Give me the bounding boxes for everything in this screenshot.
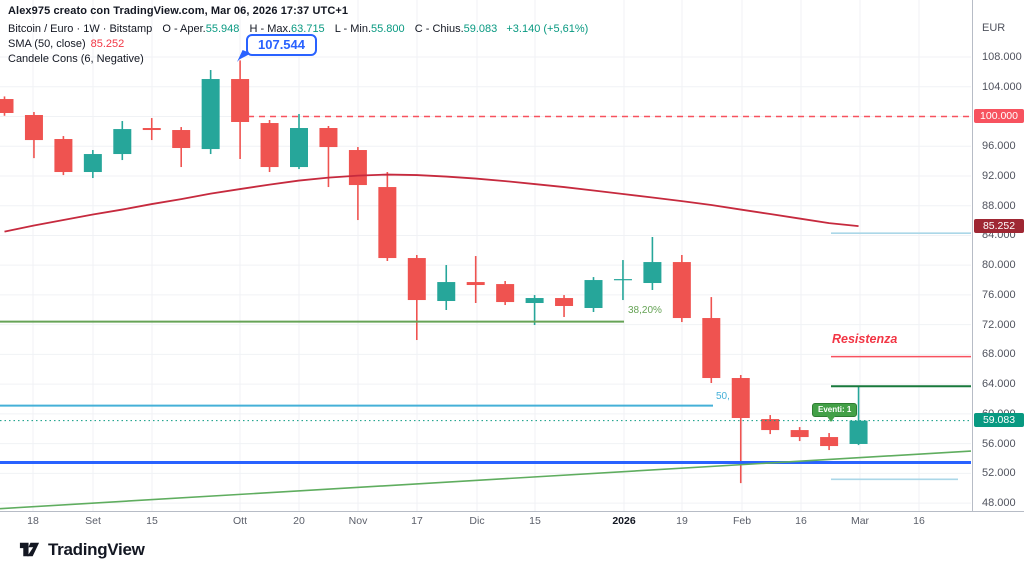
events-badge-pointer xyxy=(826,415,836,422)
candle-down xyxy=(702,318,721,379)
candle-down xyxy=(672,262,691,319)
time-label: Ott xyxy=(232,515,247,527)
candle-up xyxy=(290,128,308,168)
currency-label: EUR xyxy=(982,22,1006,34)
time-label: 17 xyxy=(411,515,423,527)
time-axis[interactable]: 18 Set 15 Ott 20 Nov 17 Dic 15 2026 19 Feb 16 Mar 16 xyxy=(0,511,1024,531)
low-value: 55.800 xyxy=(371,23,405,35)
trendline-green xyxy=(0,450,972,510)
price-tick: 88.000 xyxy=(982,199,1016,212)
price-tick: 108.000 xyxy=(982,51,1022,64)
price-tick: 72.000 xyxy=(982,318,1016,331)
time-label: Feb xyxy=(732,515,752,527)
price-tick: 48.000 xyxy=(982,497,1016,510)
candle-down xyxy=(731,378,750,419)
change-value: +3.140 (+5,61%) xyxy=(506,23,589,35)
candle-down xyxy=(761,419,780,431)
candle-up xyxy=(113,129,132,155)
price-label: 59.083 xyxy=(974,413,1024,428)
price-tick: 96.000 xyxy=(982,140,1016,153)
resistenza-label[interactable]: Resistenza xyxy=(832,332,898,346)
price-tick: 64.000 xyxy=(982,378,1016,391)
low-label: L - Min. xyxy=(334,23,372,35)
candle-down xyxy=(0,99,14,113)
fib-382-label[interactable]: 38,20% xyxy=(628,305,662,316)
open-label: O - Aper. xyxy=(162,23,206,35)
candle-down xyxy=(820,437,839,447)
time-label: 16 xyxy=(795,515,807,527)
time-label: Mar xyxy=(850,515,870,527)
close-label: C - Chius. xyxy=(414,23,464,35)
sma-indicator-row[interactable]: SMA (50, close) 85.252 xyxy=(8,38,588,51)
price-tick: 68.000 xyxy=(982,348,1016,361)
time-label: Dic xyxy=(469,515,485,527)
time-label: 20 xyxy=(293,515,305,527)
candle-up xyxy=(613,279,632,281)
symbol-title: Bitcoin / Euro · 1W · Bitstamp xyxy=(8,23,153,35)
fib-50-label[interactable]: 50, xyxy=(716,391,730,402)
high-label: H - Max. xyxy=(249,23,292,35)
events-badge[interactable]: Eventi: 1 xyxy=(812,403,858,417)
candle-up xyxy=(525,298,544,304)
candle-down xyxy=(319,128,338,148)
sma-label: SMA (50, close) xyxy=(8,38,86,50)
time-label: 18 xyxy=(27,515,39,527)
candle-down xyxy=(466,282,485,286)
time-label: Set xyxy=(85,515,101,527)
close-value: 59.083 xyxy=(463,23,498,35)
open-value: 55.948 xyxy=(205,23,240,35)
time-label: Nov xyxy=(348,515,368,527)
candle-up xyxy=(584,280,603,308)
candle-up xyxy=(201,79,220,150)
candle-down xyxy=(142,128,161,131)
price-tick: 80.000 xyxy=(982,259,1016,272)
time-label: 15 xyxy=(529,515,541,527)
time-label: 16 xyxy=(913,515,925,527)
price-tick: 104.000 xyxy=(982,80,1022,93)
candle-down xyxy=(378,187,397,259)
candle-down xyxy=(24,115,43,141)
high-price-callout[interactable]: 107.544 xyxy=(246,34,317,56)
candle-down xyxy=(231,79,250,122)
price-label: 100.000 xyxy=(974,108,1024,123)
sma-50-line xyxy=(4,173,859,233)
candle-up xyxy=(849,420,868,444)
candle-down xyxy=(407,258,426,301)
time-label: 15 xyxy=(146,515,158,527)
candle-up xyxy=(83,154,102,173)
price-axis[interactable]: EUR 108.000 104.000 100.000 96.000 92.000 88.… xyxy=(972,0,1024,511)
candle-up xyxy=(437,282,456,302)
candle-down xyxy=(790,430,809,438)
candle-down xyxy=(54,139,73,173)
chart-canvas[interactable] xyxy=(0,0,972,511)
price-tick: 56.000 xyxy=(982,437,1016,450)
sma-value: 85.252 xyxy=(90,38,125,50)
candle-down xyxy=(172,130,191,149)
chart-legend: Alex975 creato con TradingView.com, Mar … xyxy=(8,5,588,66)
price-label: 85.252 xyxy=(974,218,1024,233)
candle-up xyxy=(643,262,662,284)
price-tick: 76.000 xyxy=(982,288,1016,301)
tradingview-logo[interactable]: TradingView xyxy=(18,538,145,561)
candle-down xyxy=(496,284,515,303)
candle-down xyxy=(348,150,367,186)
candle-down xyxy=(260,123,279,168)
candle-down xyxy=(555,298,574,306)
high-value: 63.715 xyxy=(291,23,325,35)
time-label: 2026 xyxy=(612,515,636,527)
attribution-text: Alex975 creato con TradingView.com, Mar … xyxy=(8,5,349,17)
symbol-ohlc-row: Bitcoin / Euro · 1W · Bitstamp O - Aper.… xyxy=(8,23,588,36)
tradingview-logo-icon xyxy=(19,542,40,557)
candele-cons-indicator-row[interactable]: Candele Cons (6, Negative) xyxy=(8,53,144,65)
tradingview-logo-text: TradingView xyxy=(48,539,145,559)
price-tick: 52.000 xyxy=(982,467,1016,480)
price-tick: 92.000 xyxy=(982,169,1016,182)
time-label: 19 xyxy=(676,515,688,527)
footer: TradingView xyxy=(0,531,1024,568)
